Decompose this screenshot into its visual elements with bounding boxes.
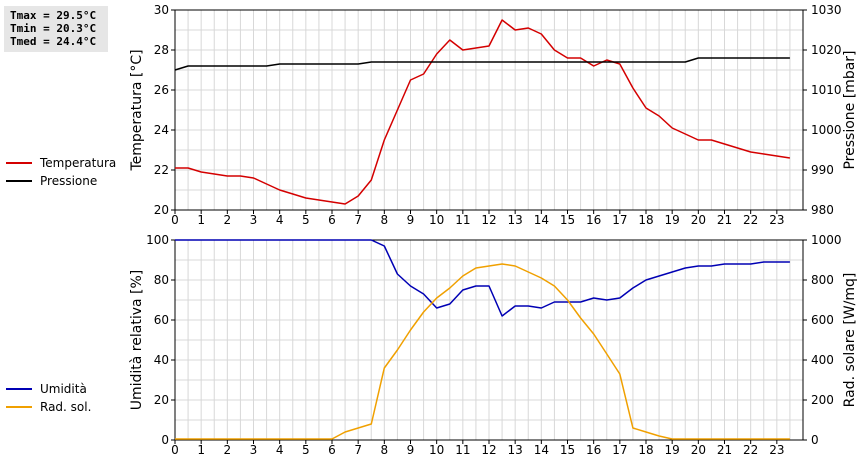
chart2-xtick-label: 11 [455,443,470,457]
chart1-xtick-label: 3 [250,213,258,227]
chart1-ytick-right-label: 1030 [811,3,842,17]
legend-swatch-rad-sol [6,406,32,408]
chart2-ytick-left-label: 20 [154,393,169,407]
chart2-ylabel-left: Umidità relativa [%] [129,270,145,411]
chart2-xtick-label: 17 [612,443,627,457]
legend-item-temperatura: Temperatura [6,154,116,172]
chart2-ytick-right-label: 400 [811,353,834,367]
chart1-xtick-label: 13 [508,213,523,227]
legend-swatch-temperatura [6,162,32,164]
chart2-series-rad-sol [175,263,790,440]
chart1-xtick-label: 7 [354,213,362,227]
chart1-xtick-label: 22 [743,213,758,227]
stats-box: Tmax = 29.5°C Tmin = 20.3°C Tmed = 24.4°… [4,6,108,52]
chart2-xtick-label: 6 [328,443,336,457]
chart1-ytick-left-label: 30 [154,3,169,17]
chart1-xtick-label: 17 [612,213,627,227]
chart1-xtick-label: 21 [717,213,732,227]
chart1-xtick-label: 6 [328,213,336,227]
legend-swatch-umidita [6,388,32,390]
chart1-ylabel-left: Temperatura [°C] [129,49,145,171]
legend-item-rad-sol: Rad. sol. [6,398,91,416]
chart1-ytick-right-label: 1000 [811,123,842,137]
chart2-ytick-left-label: 0 [161,433,169,447]
chart2-xtick-label: 8 [381,443,389,457]
chart2-xtick-label: 21 [717,443,732,457]
chart1-xtick-label: 11 [455,213,470,227]
chart1-xtick-label: 20 [691,213,706,227]
chart2-ytick-right-label: 800 [811,273,834,287]
chart2-ytick-right-label: 0 [811,433,819,447]
chart2-xtick-label: 1 [197,443,205,457]
chart1-xtick-label: 1 [197,213,205,227]
chart1-xtick-label: 2 [224,213,232,227]
chart2-ylabel-right: Rad. solare [W/mq] [842,273,858,408]
chart1-ytick-right-label: 990 [811,163,834,177]
chart1-xtick-label: 19 [665,213,680,227]
chart1-ytick-right-label: 980 [811,203,834,217]
legend-swatch-pressione [6,180,32,182]
chart2-ytick-left-label: 100 [146,233,169,247]
chart1-ytick-right-label: 1020 [811,43,842,57]
chart1-xtick-label: 0 [171,213,179,227]
chart1-series-pressione [174,57,790,71]
chart1-xtick-label: 12 [481,213,496,227]
chart1-ytick-left-label: 20 [154,203,169,217]
chart2-xtick-label: 23 [769,443,784,457]
stat-tmed: Tmed = 24.4°C [10,35,97,48]
legend-label-rad-sol: Rad. sol. [40,400,92,414]
chart2-xtick-label: 5 [302,443,310,457]
chart2-xtick-label: 10 [429,443,444,457]
chart2-xtick-label: 22 [743,443,758,457]
chart2-ytick-left-label: 40 [154,353,169,367]
chart2-xtick-label: 7 [354,443,362,457]
chart2-series-umidit [175,239,790,317]
chart1-ylabel-right: Pressione [mbar] [842,50,858,169]
chart2-xtick-label: 9 [407,443,415,457]
stat-tmin: Tmin = 20.3°C [10,22,97,35]
chart1-xtick-label: 8 [381,213,389,227]
chart2-xtick-label: 16 [586,443,601,457]
legend-label-temperatura: Temperatura [40,156,117,170]
legend-item-pressione: Pressione [6,172,116,190]
chart1-xtick-label: 23 [769,213,784,227]
legend-bottom: Umidità Rad. sol. [6,380,91,416]
chart1-xtick-label: 18 [638,213,653,227]
chart2-xtick-label: 2 [224,443,232,457]
chart1-xtick-label: 4 [276,213,284,227]
chart2-ytick-right-label: 1000 [811,233,842,247]
chart1-xtick-label: 9 [407,213,415,227]
legend-top: Temperatura Pressione [6,154,116,190]
chart2-xtick-label: 20 [691,443,706,457]
stat-tmax: Tmax = 29.5°C [10,9,97,22]
chart2-ytick-left-label: 80 [154,273,169,287]
chart2-xtick-label: 14 [534,443,549,457]
legend-label-umidita: Umidità [40,382,87,396]
legend-label-pressione: Pressione [40,174,98,188]
chart1-ytick-left-label: 22 [154,163,169,177]
chart1-ytick-right-label: 1010 [811,83,842,97]
chart2-ytick-right-label: 600 [811,313,834,327]
chart2-xtick-label: 18 [638,443,653,457]
chart2-xtick-label: 19 [665,443,680,457]
chart1-xtick-label: 14 [534,213,549,227]
chart1-xtick-label: 16 [586,213,601,227]
chart2-ytick-left-label: 60 [154,313,169,327]
chart1-ytick-left-label: 28 [154,43,169,57]
legend-item-umidita: Umidità [6,380,91,398]
chart1-xtick-label: 5 [302,213,310,227]
chart1-series-temperatura [175,19,791,205]
chart2-xtick-label: 0 [171,443,179,457]
chart2-xtick-label: 12 [481,443,496,457]
chart2-xtick-label: 13 [508,443,523,457]
chart1-xtick-label: 10 [429,213,444,227]
chart1-ytick-left-label: 26 [154,83,169,97]
chart2-xtick-label: 15 [560,443,575,457]
chart2-xtick-label: 3 [250,443,258,457]
chart1-ytick-left-label: 24 [154,123,169,137]
chart2-xtick-label: 4 [276,443,284,457]
chart1-xtick-label: 15 [560,213,575,227]
chart2-ytick-right-label: 200 [811,393,834,407]
